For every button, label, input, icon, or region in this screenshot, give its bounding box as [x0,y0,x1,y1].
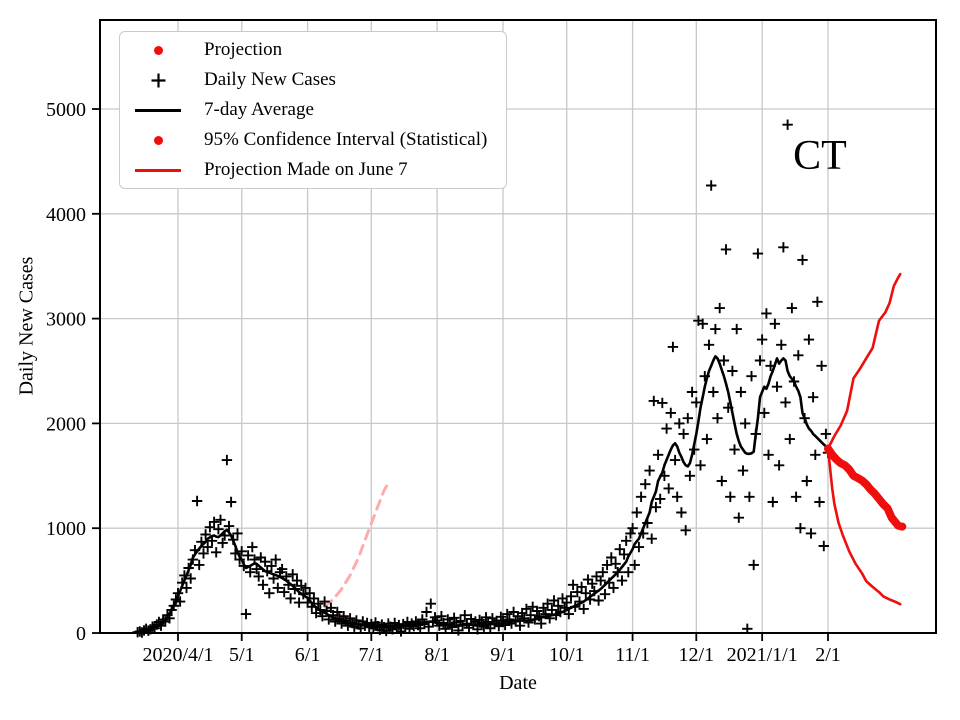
legend-item-7day-average: 7-day Average [120,96,506,124]
legend-item-label: 7-day Average [204,99,314,120]
legend-item-label: Daily New Cases [204,69,336,90]
x-tick-label: 8/1 [424,644,450,666]
red-line-marker-icon [126,168,190,172]
series-7-day-average [138,354,830,634]
x-tick-label: 7/1 [359,644,385,666]
y-tick-label: 3000 [46,309,86,331]
y-tick-label: 1000 [46,518,86,540]
x-tick-label: 6/1 [295,644,321,666]
x-tick-label: 2020/4/1 [142,644,213,666]
legend-item-projection: Projection [120,36,506,64]
series-projection-median- [824,444,907,531]
red-dot-marker-icon [126,45,190,55]
plot-border [99,19,937,634]
legend: Projection Daily New Cases 7-day Average… [119,31,507,189]
legend-item-label: Projection [204,39,283,60]
legend-item-projection-june7: Projection Made on June 7 [120,156,506,184]
legend-item-daily-new-cases: Daily New Cases [120,66,506,94]
y-axis-label: Daily New Cases [15,256,38,396]
series-projection-made-on-june-7-upper-band- [323,481,390,608]
y-tick-label: 5000 [46,99,86,121]
legend-item-label: 95% Confidence Interval (Statistical) [204,129,488,150]
series-95-confidence-interval-upper [826,272,902,450]
series-95-confidence-interval-lower [826,447,902,606]
plus-marker-icon [126,72,190,89]
y-tick-label: 0 [76,623,86,645]
x-tick-label: 2021/1/1 [727,644,798,666]
daily-new-cases-scatter [132,119,834,638]
legend-item-label: Projection Made on June 7 [204,159,408,180]
x-tick-label: 9/1 [490,644,516,666]
state-label: CT [793,133,847,179]
x-tick-label: 5/1 [229,644,255,666]
x-axis-label: Date [499,672,537,694]
black-line-marker-icon [126,108,190,112]
x-tick-label: 10/1 [549,644,585,666]
x-tick-label: 2/1 [815,644,841,666]
y-tick-label: 4000 [46,204,86,226]
red-dot-marker-icon [126,135,190,145]
y-tick-label: 2000 [46,413,86,435]
x-tick-label: 12/1 [679,644,715,666]
legend-item-confidence-interval: 95% Confidence Interval (Statistical) [120,126,506,154]
x-tick-label: 11/1 [615,644,650,666]
